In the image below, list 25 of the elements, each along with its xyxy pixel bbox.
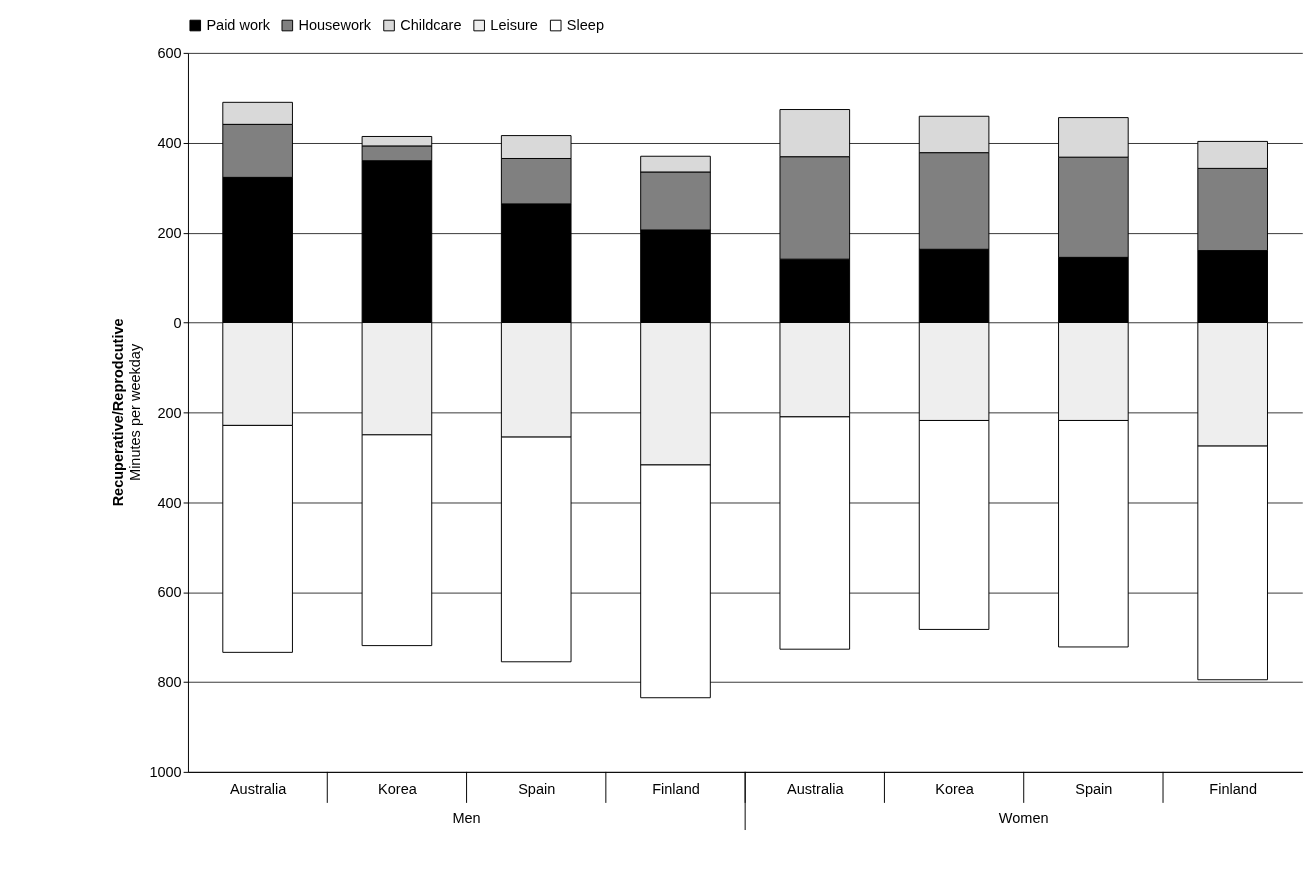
- y-tick-label: 400: [157, 135, 182, 152]
- text: Women: [998, 810, 1049, 827]
- text: Men: [452, 810, 481, 827]
- y-tick-label: 0: [173, 314, 182, 331]
- y-tick-label: 600: [157, 584, 182, 601]
- x-tick-label: Spain: [518, 780, 556, 797]
- legend-label: Childcare: [400, 17, 462, 34]
- y-tick-label: 800: [157, 674, 182, 691]
- x-tick-label: Korea: [378, 780, 418, 797]
- x-tick-label: Finland: [1209, 780, 1257, 797]
- y-tick-label: 200: [157, 404, 182, 421]
- x-tick-label: Australia: [787, 780, 845, 797]
- x-tick-label: Finland: [652, 780, 700, 797]
- y-axis-title: Recuperative/Reprodcutive Minutes per weekday: [110, 318, 143, 507]
- x-tick-label: Spain: [1075, 780, 1113, 797]
- y-tick-label: 600: [157, 45, 182, 62]
- legend-label: Sleep: [566, 17, 604, 34]
- legend-label: Paid work: [206, 17, 271, 34]
- legend-label: Housework: [298, 17, 372, 34]
- x-tick-label: Korea: [935, 780, 975, 797]
- legend-label: Leisure: [490, 17, 538, 34]
- x-tick-label: Australia: [229, 780, 288, 797]
- y-tick-label: 1000: [149, 764, 182, 781]
- y-tick-label: 200: [157, 224, 182, 241]
- y-tick-label: 400: [157, 494, 182, 511]
